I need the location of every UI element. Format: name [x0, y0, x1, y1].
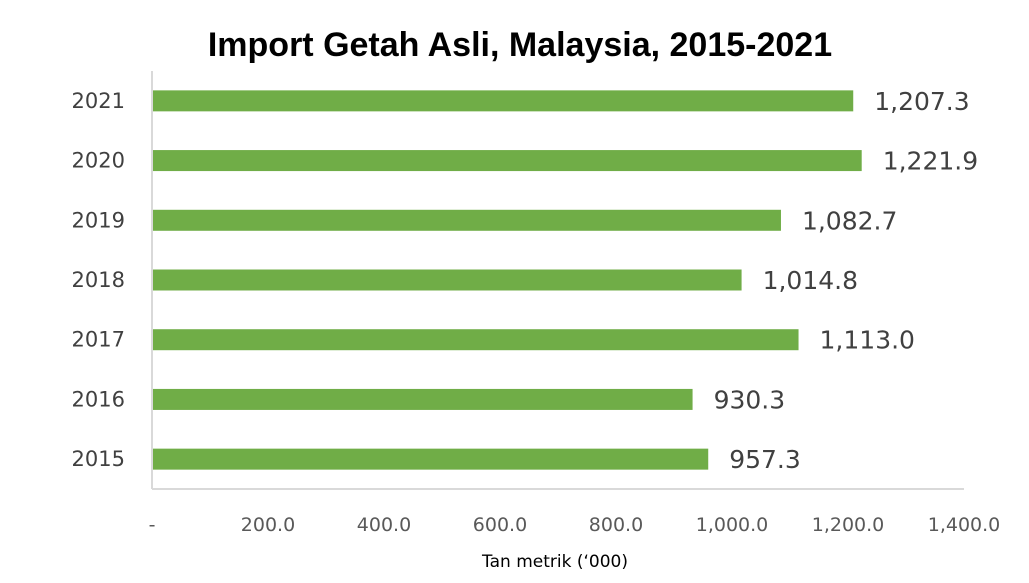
- x-tick-label: 1,200.0: [812, 514, 885, 536]
- x-tick-label: -: [149, 514, 156, 536]
- bar-2021: [153, 90, 854, 112]
- category-label-2019: 2019: [72, 208, 125, 232]
- bar-2020: [153, 150, 862, 172]
- category-label-2020: 2020: [72, 149, 125, 173]
- category-label-2017: 2017: [72, 328, 125, 352]
- plot-area: 2021 1,207.3 2020 1,221.9 2019 1,082.7 2018 1,0…: [72, 71, 1001, 536]
- data-label-2017: 1,113.0: [820, 326, 915, 355]
- bar-2019: [153, 209, 781, 231]
- x-tick-label: 1,400.0: [928, 514, 1001, 536]
- data-label-2016: 930.3: [714, 385, 786, 414]
- category-label-2016: 2016: [72, 387, 125, 411]
- data-label-2020: 1,221.9: [883, 147, 978, 176]
- bar-2018: [153, 269, 742, 291]
- x-axis-title: Tan metrik (‘000): [481, 552, 628, 572]
- x-tick-label: 1,000.0: [696, 514, 769, 536]
- data-label-2018: 1,014.8: [763, 266, 858, 295]
- bar-2016: [153, 388, 693, 410]
- x-tick-label: 400.0: [357, 514, 411, 536]
- category-label-2021: 2021: [72, 89, 125, 113]
- data-label-2019: 1,082.7: [802, 206, 897, 235]
- category-label-2018: 2018: [72, 268, 125, 292]
- x-tick-label: 800.0: [589, 514, 643, 536]
- bar-2015: [153, 448, 709, 470]
- x-tick-label: 200.0: [241, 514, 295, 536]
- bar-2017: [153, 329, 799, 351]
- x-tick-label: 600.0: [473, 514, 527, 536]
- data-label-2015: 957.3: [729, 445, 801, 474]
- chart-title: Import Getah Asli, Malaysia, 2015-2021: [208, 26, 832, 64]
- data-label-2021: 1,207.3: [874, 87, 969, 116]
- category-label-2015: 2015: [72, 447, 125, 471]
